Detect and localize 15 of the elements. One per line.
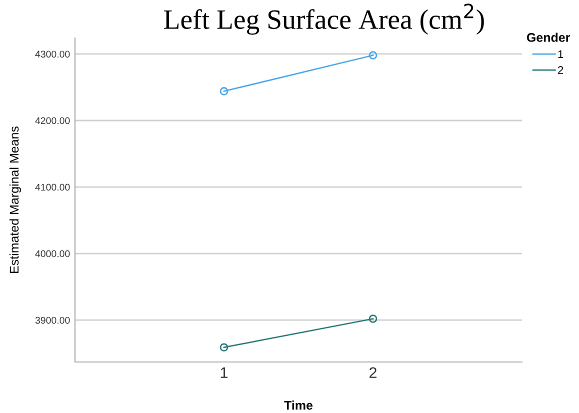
point [220, 87, 228, 96]
y-tick-label: 4300.00 [35, 50, 70, 58]
point [368, 51, 378, 60]
legend-label: 1 [558, 50, 564, 58]
x-axis-title: Time [284, 400, 313, 410]
y-tick-label: 4000.00 [35, 250, 70, 258]
legend-label: 2 [558, 66, 564, 74]
y-axis-title: Estimated Marginal Means [9, 126, 22, 273]
chart-title: Left Leg Surface Area (cm$^{2}$) [164, 4, 484, 35]
y-tick-label: 4200.00 [35, 117, 70, 124]
y-tick-label: 4100.00 [35, 184, 70, 191]
point [368, 314, 378, 323]
legend-title: Gender [526, 32, 570, 42]
y-tick-label: 3900.00 [35, 316, 70, 324]
point [220, 343, 228, 352]
